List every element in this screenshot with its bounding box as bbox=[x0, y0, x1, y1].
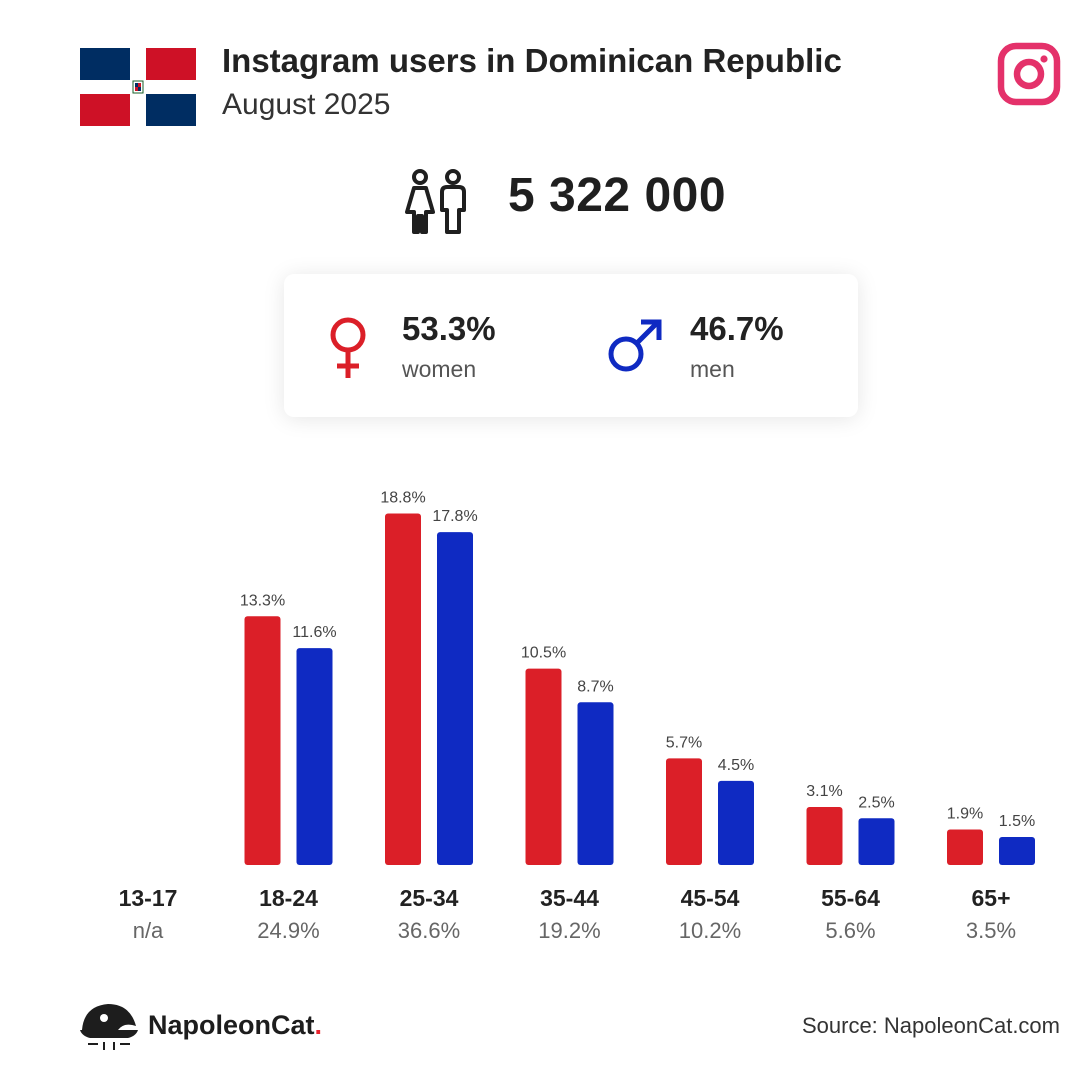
source-credit: Source: NapoleonCat.com bbox=[801, 1013, 1060, 1038]
category-total-55-64: 5.6% bbox=[825, 918, 875, 943]
category-total-35-44: 19.2% bbox=[538, 918, 600, 943]
bar-women-45-54 bbox=[666, 758, 702, 865]
men-share-value: 46.7% bbox=[690, 310, 784, 347]
bar-men-45-54 bbox=[718, 780, 754, 865]
bar-men-55-64 bbox=[858, 818, 895, 865]
data-label-women-55-64: 3.1% bbox=[806, 783, 842, 800]
category-total-13-17: n/a bbox=[133, 918, 164, 943]
data-label-men-55-64: 2.5% bbox=[858, 794, 894, 811]
women-label: women bbox=[402, 356, 477, 382]
male-symbol-icon bbox=[608, 319, 662, 372]
data-label-women-18-24: 13.3% bbox=[240, 592, 285, 609]
women-share-value: 53.3% bbox=[402, 310, 496, 347]
category-total-45-54: 10.2% bbox=[679, 918, 741, 943]
bar-women-35-44 bbox=[525, 668, 562, 865]
page-title: Instagram users in Dominican Republic bbox=[222, 42, 842, 79]
data-label-men-45-54: 4.5% bbox=[718, 757, 754, 774]
category-total-65+: 3.5% bbox=[966, 918, 1016, 943]
category-label-55-64: 55-64 bbox=[821, 885, 880, 911]
men-label: men bbox=[690, 356, 735, 382]
data-label-men-25-34: 17.8% bbox=[432, 508, 477, 525]
page-subtitle: August 2025 bbox=[222, 88, 391, 121]
brand-dot: . bbox=[314, 1010, 323, 1040]
data-label-women-45-54: 5.7% bbox=[666, 734, 702, 751]
bar-women-25-34 bbox=[385, 513, 421, 865]
category-label-13-17: 13-17 bbox=[119, 885, 178, 911]
data-label-men-65+: 1.5% bbox=[999, 813, 1035, 830]
dominican-republic-flag-icon bbox=[80, 48, 196, 126]
bar-men-35-44 bbox=[577, 702, 614, 865]
bar-men-18-24 bbox=[296, 648, 333, 865]
category-total-25-34: 36.6% bbox=[398, 918, 460, 943]
data-label-women-25-34: 18.8% bbox=[380, 489, 425, 506]
users-icon bbox=[405, 169, 466, 234]
category-total-18-24: 24.9% bbox=[257, 918, 319, 943]
bar-women-18-24 bbox=[244, 616, 281, 865]
bar-women-65+ bbox=[947, 829, 983, 865]
age-gender-bar-chart: 13-17 n/a 13.3% 11.6% 18-24 24.9% 18.8% 17.8% 25… bbox=[119, 489, 1036, 943]
brand-name: NapoleonCat. bbox=[148, 1010, 323, 1040]
category-label-65+: 65+ bbox=[971, 885, 1010, 911]
data-label-women-35-44: 10.5% bbox=[521, 645, 566, 662]
category-label-25-34: 25-34 bbox=[400, 885, 459, 911]
gender-split-card: 53.3% women 46.7% men bbox=[284, 274, 858, 417]
category-label-35-44: 35-44 bbox=[540, 885, 599, 911]
total-users-count: 5 322 000 bbox=[508, 169, 727, 222]
bar-women-55-64 bbox=[806, 807, 843, 865]
female-symbol-icon bbox=[330, 317, 366, 378]
bar-men-25-34 bbox=[437, 532, 473, 865]
bar-men-65+ bbox=[999, 836, 1035, 865]
category-label-18-24: 18-24 bbox=[259, 885, 318, 911]
data-label-men-18-24: 11.6% bbox=[292, 624, 336, 641]
data-label-women-65+: 1.9% bbox=[947, 805, 983, 822]
data-label-men-35-44: 8.7% bbox=[577, 678, 613, 695]
instagram-icon bbox=[997, 42, 1061, 106]
category-label-45-54: 45-54 bbox=[681, 885, 740, 911]
napoleoncat-logo-icon bbox=[80, 1004, 138, 1050]
